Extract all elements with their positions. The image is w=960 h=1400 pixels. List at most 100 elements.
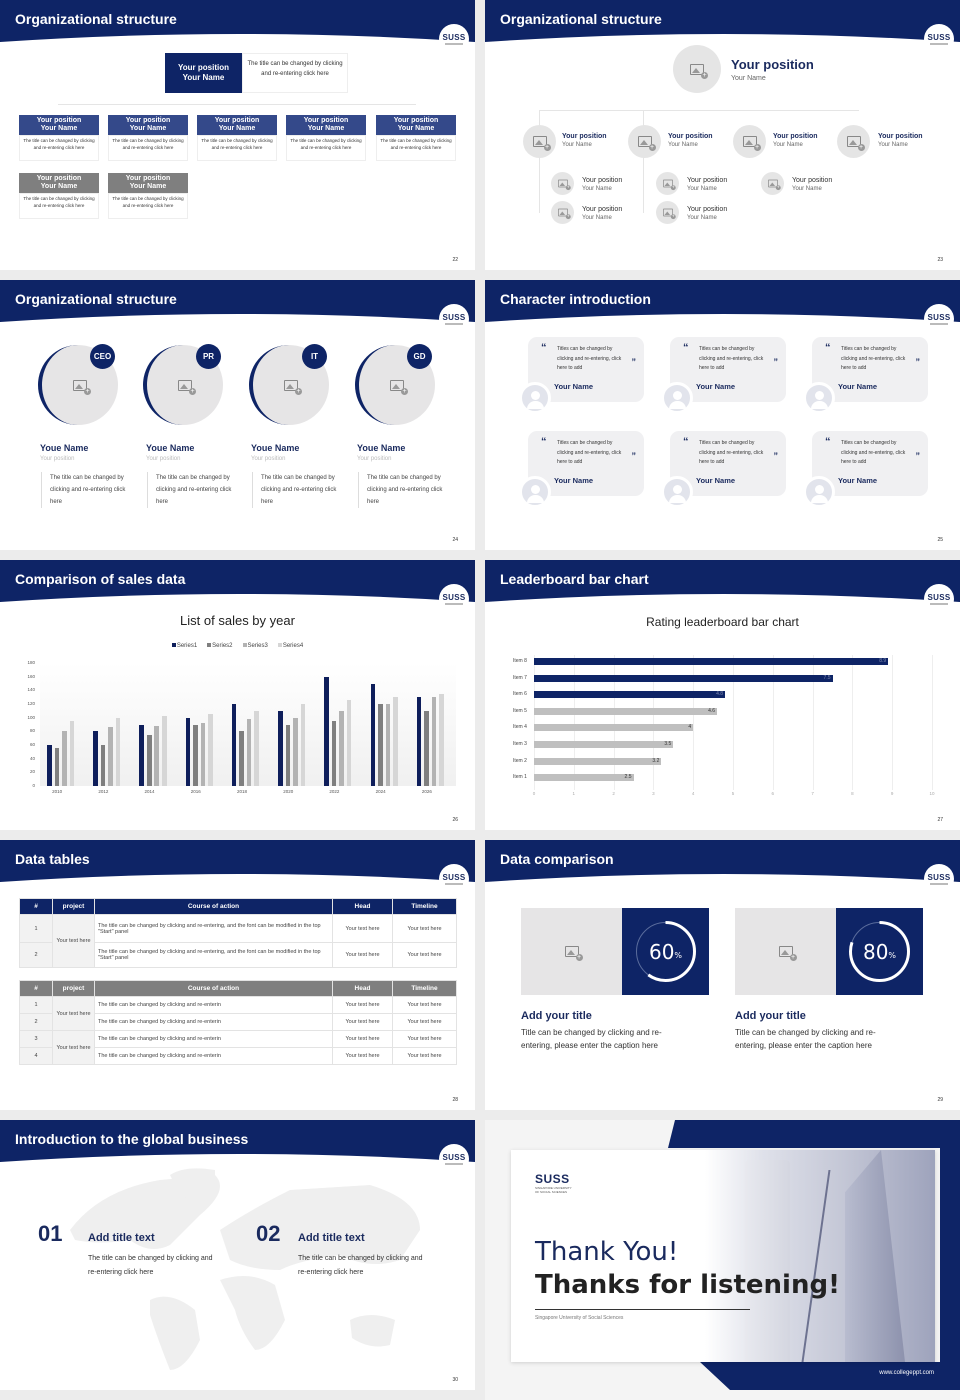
slide-title: Character introduction	[500, 291, 651, 307]
slide-title: Leaderboard bar chart	[500, 571, 649, 587]
page-number: 23	[937, 257, 943, 263]
slide-thank-you[interactable]: SUSS SINGAPORE UNIVERSITY OF SOCIAL SCIE…	[485, 1120, 960, 1400]
photo-placeholder[interactable]	[837, 125, 870, 158]
suss-logo: SUSS	[439, 304, 469, 334]
photo-placeholder[interactable]	[656, 201, 679, 224]
suss-logo: SUSS	[924, 24, 954, 54]
legend-item: Series4	[277, 643, 303, 649]
sales-bar-chart	[40, 663, 456, 786]
legend-item: Series2	[207, 643, 233, 649]
suss-logo: SUSS	[924, 304, 954, 334]
world-map-icon	[70, 1168, 420, 1370]
slide-23[interactable]: Organizational structure SUSS Your posit…	[485, 0, 960, 270]
slide-28[interactable]: Data tables SUSS # project Course of actio…	[0, 840, 475, 1110]
photo-placeholder[interactable]	[551, 172, 574, 195]
avatar-icon	[803, 476, 835, 508]
page-number: 26	[452, 817, 458, 823]
slide-24[interactable]: Organizational structure SUSS CEO Youe N…	[0, 280, 475, 550]
suss-logo: SUSS	[439, 1144, 469, 1174]
photo-placeholder[interactable]	[735, 908, 836, 995]
suss-logo: SUSS	[924, 584, 954, 614]
bar	[431, 697, 437, 786]
slide-26[interactable]: Comparison of sales data SUSS List of sa…	[0, 560, 475, 830]
bar	[193, 724, 198, 786]
bar	[200, 723, 206, 786]
bar	[54, 748, 60, 786]
photo-placeholder[interactable]	[628, 125, 661, 158]
progress-ring-60: 60%	[622, 908, 709, 995]
bar: 8.9	[534, 658, 889, 665]
bar: 2.5	[534, 774, 634, 782]
bar	[108, 727, 113, 786]
website-link[interactable]: www.collegeppt.com	[879, 1370, 934, 1376]
page-number: 28	[452, 1097, 458, 1103]
slide-header: Leaderboard bar chart	[485, 560, 960, 605]
bar	[324, 676, 329, 786]
photo-placeholder[interactable]	[733, 125, 766, 158]
suss-logo: SUSS	[439, 584, 469, 614]
bar	[231, 704, 237, 786]
bar	[424, 710, 429, 786]
bar	[161, 716, 167, 786]
leaderboard-bar-chart: 0 1 2 3 4 5 6 7 8 9 10 Item 8 8.9 Item 7 7.5 Item 6 4.8 I…	[485, 560, 960, 830]
role-badge: IT	[302, 344, 327, 369]
org-top-desc: The title can be changed by clicking and…	[242, 53, 348, 93]
bar: 7.5	[534, 674, 833, 682]
bar	[100, 745, 106, 786]
avatar-icon	[519, 476, 551, 508]
slide-29[interactable]: Data comparison SUSS 60% Add your title …	[485, 840, 960, 1110]
role-badge: GD	[407, 344, 432, 369]
bar	[293, 717, 298, 786]
slide-30[interactable]: Introduction to the global business SUSS…	[0, 1120, 475, 1390]
bar	[278, 710, 283, 786]
avatar-icon	[661, 476, 693, 508]
bar	[115, 718, 121, 786]
bar: 3.2	[534, 757, 662, 765]
bar: 4.6	[534, 707, 718, 715]
chart-legend: Series1 Series2 Series3 Series4	[0, 643, 475, 649]
bar	[439, 693, 444, 786]
slide-22[interactable]: Organizational structure SUSS Your posit…	[0, 0, 475, 270]
bar	[69, 721, 75, 786]
slide-27[interactable]: Leaderboard bar chart SUSS Rating leader…	[485, 560, 960, 830]
suss-logo: SUSS	[439, 864, 469, 894]
quote-card: “Titles can be changed by clicking and r…	[528, 431, 644, 496]
university-name: Singapore University of Social Sciences	[535, 1315, 624, 1321]
page-number: 27	[937, 817, 943, 823]
bar	[47, 745, 52, 786]
suss-logo: SUSS	[924, 864, 954, 894]
suss-logo: SUSS	[535, 1172, 570, 1186]
photo-placeholder[interactable]	[656, 172, 679, 195]
org-card: Your position Your Name The title can be c…	[108, 115, 188, 161]
thanks-listening-heading: Thanks for listening!	[535, 1270, 840, 1300]
slide-header: Organizational structure	[0, 0, 475, 45]
slide-title: Data comparison	[500, 851, 614, 867]
photo-placeholder[interactable]	[551, 201, 574, 224]
legend-item: Series1	[171, 643, 197, 649]
building-photo	[705, 1150, 935, 1362]
photo-placeholder[interactable]	[761, 172, 784, 195]
bar: 4.8	[534, 691, 726, 699]
page-number: 30	[452, 1377, 458, 1383]
photo-placeholder[interactable]	[523, 125, 556, 158]
role-badge: PR	[196, 344, 221, 369]
slide-header: Data comparison	[485, 840, 960, 885]
data-table-1: # project Course of action Head Timeline 1 Yo…	[19, 898, 457, 968]
data-table-2: # project Course of action Head Timeline 1 Yo…	[19, 980, 457, 1065]
slide-25[interactable]: Character introduction SUSS “Titles can …	[485, 280, 960, 550]
photo-placeholder[interactable]	[673, 45, 721, 93]
legend-item: Series3	[242, 643, 268, 649]
photo-placeholder[interactable]	[521, 908, 622, 995]
org-card: Your position Your Name The title can be c…	[19, 173, 99, 219]
thank-you-heading: Thank You!	[535, 1237, 679, 1267]
bar	[378, 704, 383, 786]
slide-header: Character introduction	[485, 280, 960, 325]
bar	[339, 710, 344, 786]
chart-title: Rating leaderboard bar chart	[646, 615, 799, 629]
bar: 3.5	[534, 741, 674, 748]
org-top-box: Your position Your Name	[165, 53, 242, 93]
page-number: 22	[452, 257, 458, 263]
slide-title: Organizational structure	[15, 11, 177, 27]
bar	[62, 731, 67, 786]
bar	[154, 725, 160, 786]
